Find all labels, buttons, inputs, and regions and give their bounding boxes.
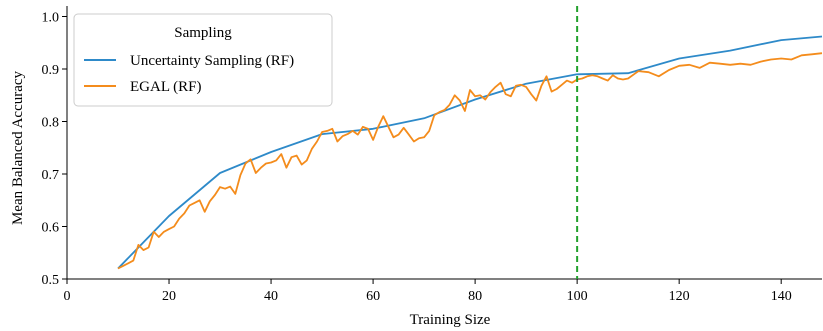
x-ticks: 0 20 40 60 80 100 120 140: [64, 279, 792, 304]
y-tick-label: 0.7: [42, 168, 60, 183]
y-tick-label: 0.6: [42, 221, 60, 236]
y-tick-label: 1.0: [42, 11, 60, 26]
x-tick-label: 40: [264, 289, 278, 304]
x-tick-label: 140: [771, 289, 792, 304]
legend: Sampling Uncertainty Sampling (RF) EGAL …: [73, 13, 333, 107]
y-tick-label: 0.8: [42, 116, 60, 131]
x-axis-label: Training Size: [410, 312, 491, 328]
legend-label-uncertainty-sampling: Uncertainty Sampling (RF): [130, 53, 294, 69]
axes: [66, 6, 822, 280]
series-line-egal: [117, 52, 823, 270]
y-tick-label: 0.5: [42, 273, 60, 288]
series-line-uncertainty-sampling: [117, 35, 823, 270]
x-tick-label: 60: [366, 289, 380, 304]
y-tick-label: 0.9: [42, 63, 60, 78]
x-tick-label: 20: [162, 289, 176, 304]
x-tick-label: 80: [468, 289, 482, 304]
legend-box: [73, 13, 333, 107]
legend-title: Sampling: [174, 25, 232, 41]
legend-label-egal: EGAL (RF): [130, 79, 202, 95]
x-tick-label: 120: [669, 289, 690, 304]
y-ticks: 0.5 0.6 0.7 0.8 0.9 1.0: [42, 11, 67, 288]
x-tick-label: 100: [567, 289, 588, 304]
series-layer: [117, 35, 823, 270]
y-axis-label: Mean Balanced Accuracy: [10, 70, 26, 225]
x-tick-label: 0: [64, 289, 71, 304]
